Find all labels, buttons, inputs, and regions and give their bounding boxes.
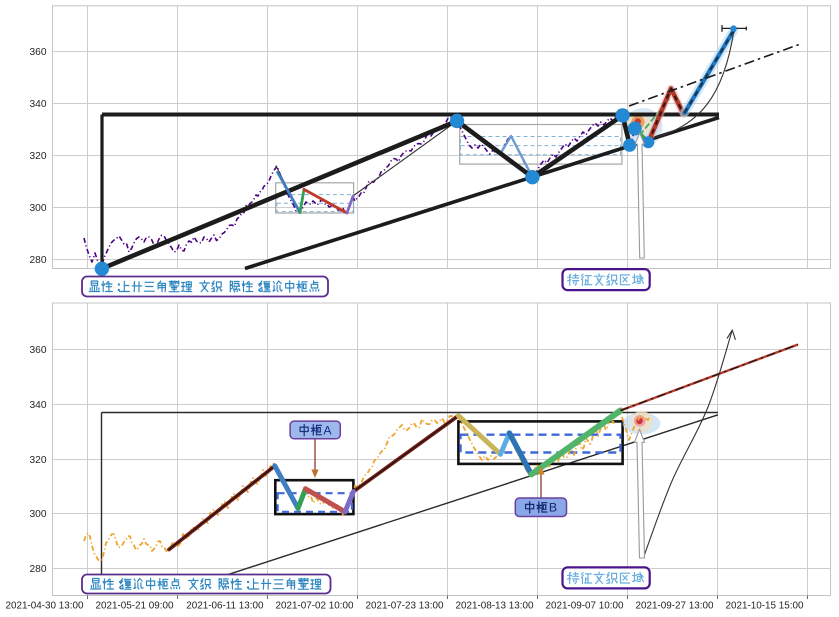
svg-text:360: 360 bbox=[30, 47, 47, 58]
svg-text:300: 300 bbox=[30, 509, 47, 520]
svg-text:2021-09-07 10:00: 2021-09-07 10:00 bbox=[546, 600, 624, 611]
svg-text:340: 340 bbox=[30, 99, 47, 110]
svg-text:2021-05-21 09:00: 2021-05-21 09:00 bbox=[96, 600, 174, 611]
svg-text:A: A bbox=[323, 423, 332, 437]
svg-text:300: 300 bbox=[30, 203, 47, 214]
svg-text:2021-09-27 13:00: 2021-09-27 13:00 bbox=[636, 600, 714, 611]
svg-text:280: 280 bbox=[30, 564, 47, 575]
svg-text:340: 340 bbox=[30, 400, 47, 411]
svg-text:320: 320 bbox=[30, 455, 47, 466]
svg-text:2021-10-15 15:00: 2021-10-15 15:00 bbox=[726, 600, 804, 611]
svg-text:320: 320 bbox=[30, 151, 47, 162]
svg-text:2021-06-11 13:00: 2021-06-11 13:00 bbox=[186, 600, 264, 611]
svg-text:2021-07-02 10:00: 2021-07-02 10:00 bbox=[276, 600, 354, 611]
svg-text:B: B bbox=[549, 501, 557, 515]
svg-text:2021-07-23 13:00: 2021-07-23 13:00 bbox=[366, 600, 444, 611]
svg-text:360: 360 bbox=[30, 345, 47, 356]
svg-text:2021-08-13 13:00: 2021-08-13 13:00 bbox=[456, 600, 534, 611]
svg-text:2021-04-30 13:00: 2021-04-30 13:00 bbox=[6, 600, 84, 611]
svg-text:280: 280 bbox=[30, 255, 47, 266]
